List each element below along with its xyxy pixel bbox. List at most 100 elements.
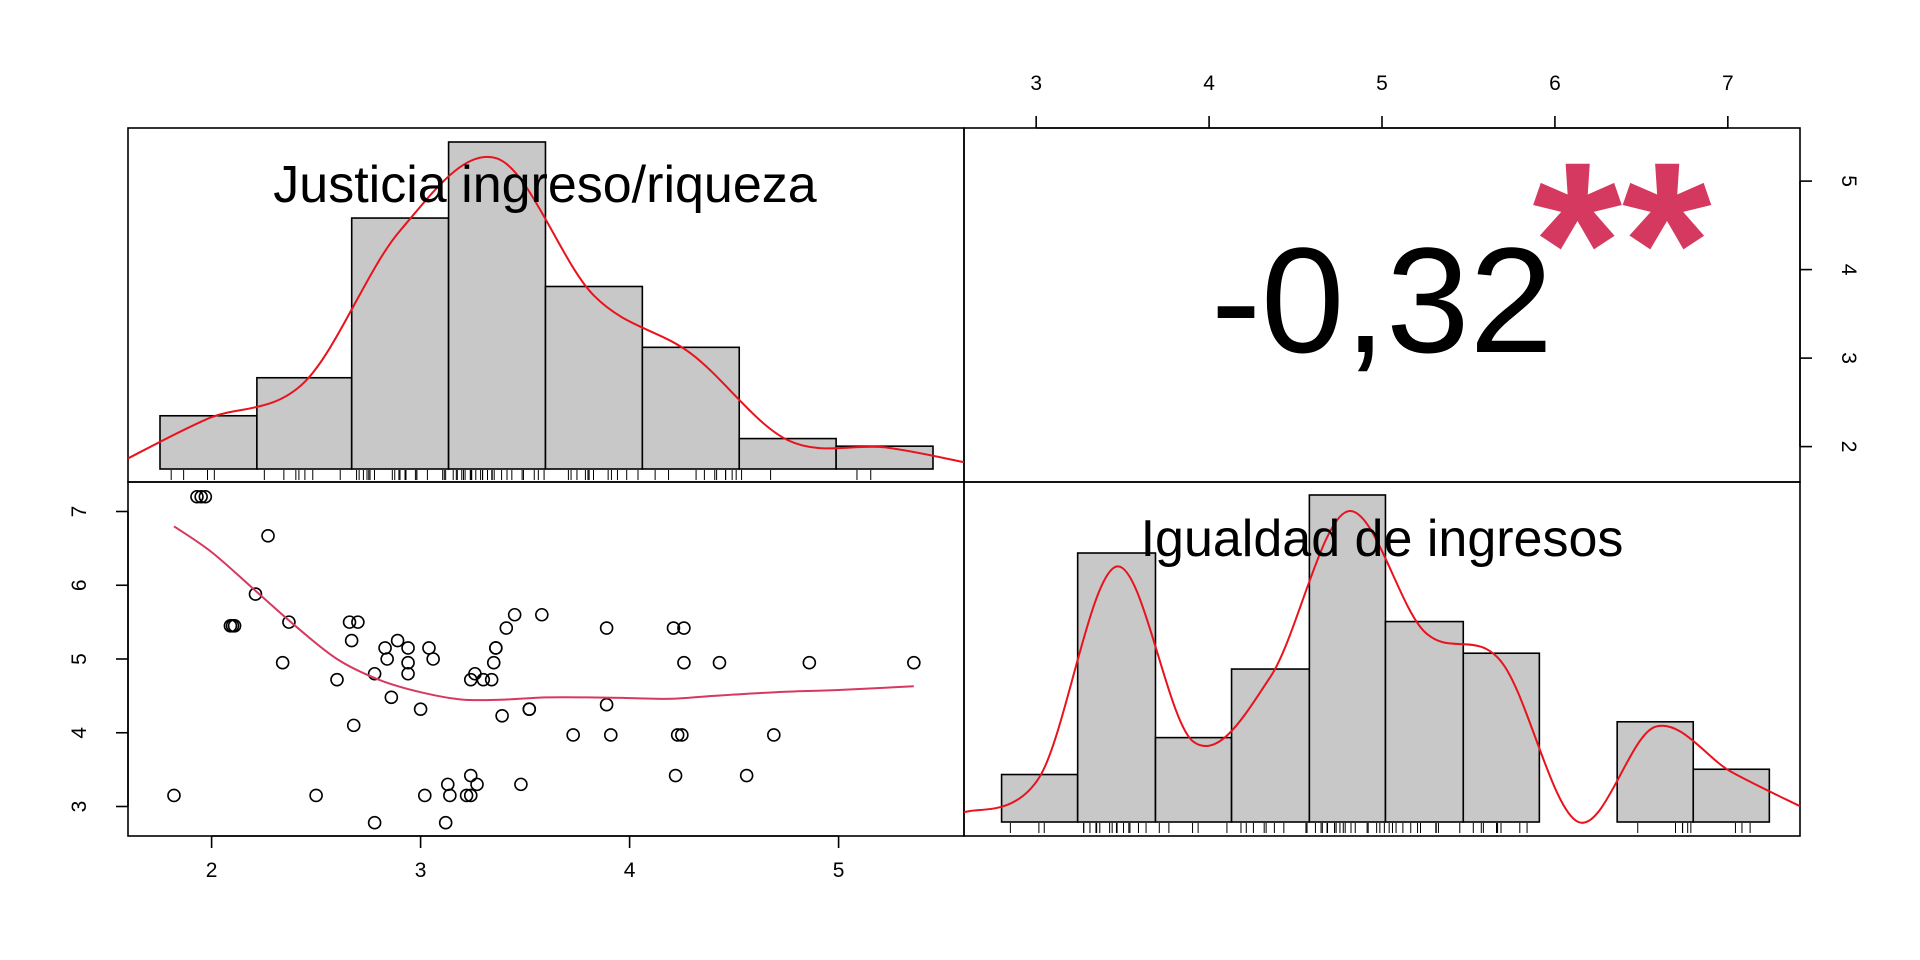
scatter-point-31 — [440, 777, 455, 792]
scatter-point-26 — [413, 702, 428, 716]
y-tick-label-left-3: 6 — [68, 579, 91, 591]
correlation-value: -0,32 — [1211, 216, 1553, 384]
y-tick-label-right-2: 4 — [1837, 264, 1860, 276]
scatter-point-57 — [670, 728, 685, 742]
scatter-point-25 — [401, 666, 415, 681]
x-tick-label-top-1: 4 — [1203, 72, 1215, 95]
scatter-point-43 — [489, 641, 503, 655]
scatter-point-49 — [522, 702, 537, 716]
x-axis-top: 3 4 5 6 7 — [1030, 72, 1734, 129]
y-tick-label-left-4: 7 — [68, 506, 91, 518]
scatter-point-47 — [514, 777, 528, 792]
scatter-point-35 — [463, 768, 478, 783]
rug-justicia — [170, 470, 872, 480]
y-axis-right: 2 3 4 5 — [1799, 175, 1860, 453]
hist-bar-justicia-2 — [350, 217, 450, 470]
hist-bar-igualdad-9 — [1692, 768, 1771, 823]
panel-frame-bottom-left — [127, 481, 965, 837]
scatter-point-53 — [599, 697, 614, 712]
scatter-point-30 — [438, 815, 453, 830]
hist-justicia-bars — [159, 141, 934, 470]
scatter-point-59 — [677, 621, 691, 635]
x-tick-label-bottom-3: 5 — [833, 859, 845, 882]
scatter-point-54 — [603, 728, 618, 742]
scatter-point-8 — [282, 615, 296, 629]
x-tick-label-top-3: 6 — [1549, 72, 1561, 95]
scatter-point-15 — [344, 633, 359, 648]
scatter-point-45 — [499, 621, 514, 635]
hist-bar-igualdad-6 — [1462, 652, 1541, 823]
scatter-point-50 — [535, 607, 549, 622]
scatter-point-28 — [422, 641, 436, 655]
scatter-point-9 — [275, 655, 290, 670]
scatter-point-2 — [198, 489, 213, 504]
density-curve-justicia — [127, 155, 965, 464]
rug-igualdad — [1009, 823, 1751, 833]
scatter-point-63 — [767, 728, 781, 742]
scatter-point-27 — [417, 788, 432, 803]
significance-stars: ** — [1532, 114, 1712, 371]
scatter-points — [167, 489, 921, 830]
x-axis-bottom: 2 3 4 5 — [206, 835, 845, 882]
scatter-point-11 — [309, 788, 323, 803]
scatter-point-51 — [566, 728, 580, 742]
variable-label-igualdad: Igualdad de ingresos — [1141, 510, 1624, 568]
scatter-point-14 — [351, 615, 365, 629]
scatter-point-56 — [668, 768, 683, 783]
scatter-point-44 — [495, 708, 509, 723]
y-tick-label-left-0: 3 — [68, 801, 91, 813]
scatter-point-40 — [484, 672, 499, 687]
hist-bar-justicia-1 — [256, 376, 353, 470]
scatter-point-55 — [666, 621, 681, 635]
y-tick-label-left-1: 4 — [68, 727, 91, 739]
hist-bar-justicia-0 — [159, 414, 258, 470]
scatter-point-41 — [486, 655, 501, 670]
scatter-point-17 — [367, 666, 382, 681]
x-tick-label-top-4: 7 — [1722, 72, 1734, 95]
scatter-point-18 — [367, 815, 382, 830]
scatter-point-23 — [401, 641, 415, 655]
hist-bar-igualdad-3 — [1230, 668, 1311, 823]
scatter-point-62 — [739, 768, 754, 783]
x-tick-label-bottom-2: 4 — [624, 859, 636, 882]
scatter-point-38 — [470, 777, 484, 792]
density-curve-igualdad — [963, 510, 1801, 824]
scatter-point-61 — [712, 655, 727, 670]
scatter-point-46 — [507, 607, 522, 622]
scatter-point-22 — [390, 633, 405, 648]
hist-bar-justicia-7 — [835, 445, 934, 470]
scatter-point-4 — [248, 587, 263, 601]
scatter-point-65 — [907, 655, 921, 670]
hist-igualdad-bars — [1000, 494, 1771, 823]
x-tick-label-bottom-1: 3 — [415, 859, 427, 882]
hist-bar-igualdad-0 — [1000, 773, 1079, 823]
scatter-point-20 — [380, 652, 394, 666]
scatter-point-32 — [443, 788, 457, 803]
panel-frame-bottom-right — [963, 481, 1801, 837]
x-tick-label-top-0: 3 — [1030, 72, 1042, 95]
scatter-point-58 — [675, 728, 689, 742]
y-axis-left: 3 4 5 6 7 — [68, 506, 129, 813]
scatter-point-34 — [463, 788, 478, 803]
scatter-point-12 — [330, 672, 344, 687]
hist-bar-justicia-6 — [738, 437, 837, 470]
loess-smooth-line — [173, 525, 914, 702]
hist-bar-justicia-4 — [544, 285, 644, 470]
scatter-point-0 — [190, 489, 204, 504]
x-tick-label-bottom-0: 2 — [206, 859, 218, 882]
hist-bar-justicia-3 — [447, 141, 547, 470]
scatter-point-21 — [384, 690, 399, 705]
y-tick-label-left-2: 5 — [68, 653, 91, 665]
scatter-point-29 — [426, 652, 440, 666]
hist-bar-igualdad-1 — [1076, 552, 1157, 823]
hist-bar-igualdad-5 — [1384, 620, 1465, 823]
y-tick-label-right-0: 2 — [1837, 441, 1860, 453]
scatter-point-24 — [401, 655, 415, 670]
hist-bar-justicia-5 — [641, 346, 741, 470]
scatter-point-13 — [342, 615, 357, 629]
scatter-point-52 — [599, 621, 614, 635]
scatter-point-64 — [802, 655, 817, 670]
scatter-point-39 — [476, 672, 491, 687]
